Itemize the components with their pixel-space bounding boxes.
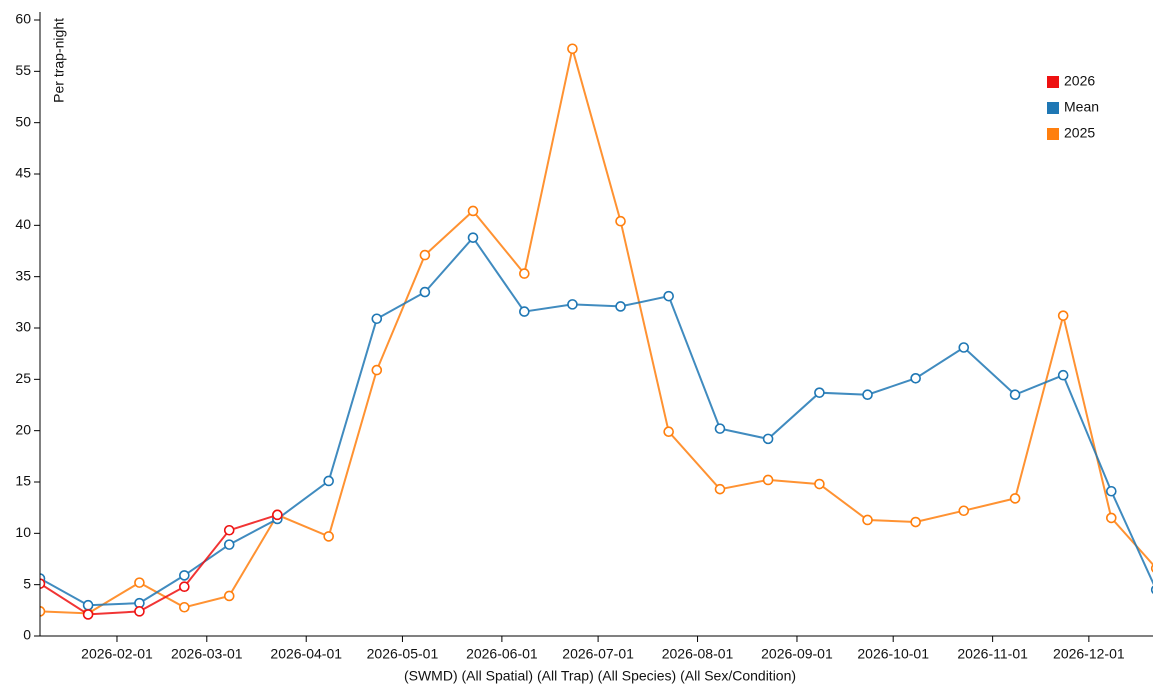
data-point xyxy=(419,286,431,298)
data-point xyxy=(1057,369,1069,381)
data-point xyxy=(371,313,383,325)
series-line xyxy=(40,48,1153,615)
data-point xyxy=(179,581,190,593)
data-point xyxy=(179,601,190,613)
data-point xyxy=(223,539,235,550)
data-point xyxy=(567,299,578,310)
data-point xyxy=(134,606,145,617)
data-point xyxy=(323,531,334,542)
data-point xyxy=(1057,310,1069,321)
x-tick-label: 2026-08-01 xyxy=(662,646,734,662)
data-point xyxy=(519,306,530,317)
data-point xyxy=(419,249,431,261)
legend-label: 2025 xyxy=(1064,125,1095,141)
data-point xyxy=(1106,512,1117,524)
x-tick-label: 2026-02-01 xyxy=(81,646,153,662)
data-point xyxy=(40,606,46,617)
x-tick-label: 2026-09-01 xyxy=(761,646,833,662)
data-point xyxy=(371,364,383,376)
y-tick-label: 55 xyxy=(15,62,31,78)
legend-label: Mean xyxy=(1064,99,1099,115)
series-line xyxy=(40,236,1153,607)
data-point xyxy=(762,474,774,486)
data-point xyxy=(663,290,674,302)
y-tick-label: 20 xyxy=(15,421,31,437)
data-point xyxy=(814,478,825,490)
data-point xyxy=(1009,493,1021,504)
data-point xyxy=(40,578,46,589)
data-point xyxy=(223,524,235,536)
x-tick-label: 2026-07-01 xyxy=(562,646,634,662)
data-point xyxy=(714,423,726,434)
data-point xyxy=(910,516,921,528)
data-point xyxy=(467,232,479,243)
data-point xyxy=(467,205,479,217)
x-tick-label: 2026-04-01 xyxy=(270,646,342,662)
data-point xyxy=(323,475,334,487)
data-point xyxy=(862,389,873,401)
data-point xyxy=(223,590,235,602)
y-tick-label: 60 xyxy=(15,11,31,27)
legend-swatch xyxy=(1047,76,1059,88)
y-tick-label: 5 xyxy=(23,575,31,591)
data-point xyxy=(862,514,873,526)
y-tick-label: 30 xyxy=(15,319,31,335)
data-point xyxy=(82,599,94,611)
y-tick-label: 40 xyxy=(15,216,31,232)
y-tick-label: 45 xyxy=(15,165,31,181)
data-point xyxy=(762,433,774,445)
x-tick-label: 2026-03-01 xyxy=(171,646,243,662)
legend-swatch xyxy=(1047,102,1059,114)
x-tick-label: 2026-12-01 xyxy=(1053,646,1125,662)
y-tick-label: 35 xyxy=(15,267,31,283)
x-axis-label: (SWMD) (All Spatial) (All Trap) (All Spe… xyxy=(404,668,796,684)
data-point xyxy=(567,43,578,55)
data-point xyxy=(519,268,530,279)
x-tick-label: 2026-10-01 xyxy=(857,646,929,662)
y-tick-label: 15 xyxy=(15,473,31,489)
y-tick-label: 0 xyxy=(23,627,31,643)
y-tick-label: 25 xyxy=(15,370,31,386)
series-line xyxy=(40,513,278,616)
y-tick-label: 10 xyxy=(15,524,31,540)
data-point xyxy=(615,301,626,312)
data-point xyxy=(958,505,970,517)
x-tick-label: 2026-06-01 xyxy=(466,646,538,662)
data-point xyxy=(179,570,190,581)
y-axis-label: Per trap-night xyxy=(51,18,67,103)
data-point xyxy=(134,577,145,588)
data-point xyxy=(615,215,626,227)
plot-area xyxy=(40,43,1153,620)
data-point xyxy=(663,426,674,437)
data-point xyxy=(814,387,825,398)
data-point xyxy=(1106,485,1117,497)
data-point xyxy=(272,509,283,521)
x-tick-label: 2026-11-01 xyxy=(957,646,1028,662)
legend-swatch xyxy=(1047,128,1059,140)
data-point xyxy=(1009,389,1021,401)
data-point xyxy=(910,373,921,384)
data-point xyxy=(714,483,726,495)
data-point xyxy=(82,609,94,620)
data-point xyxy=(958,342,970,353)
legend-label: 2026 xyxy=(1064,73,1095,89)
x-tick-label: 2026-05-01 xyxy=(367,646,439,662)
y-tick-label: 50 xyxy=(15,113,31,129)
